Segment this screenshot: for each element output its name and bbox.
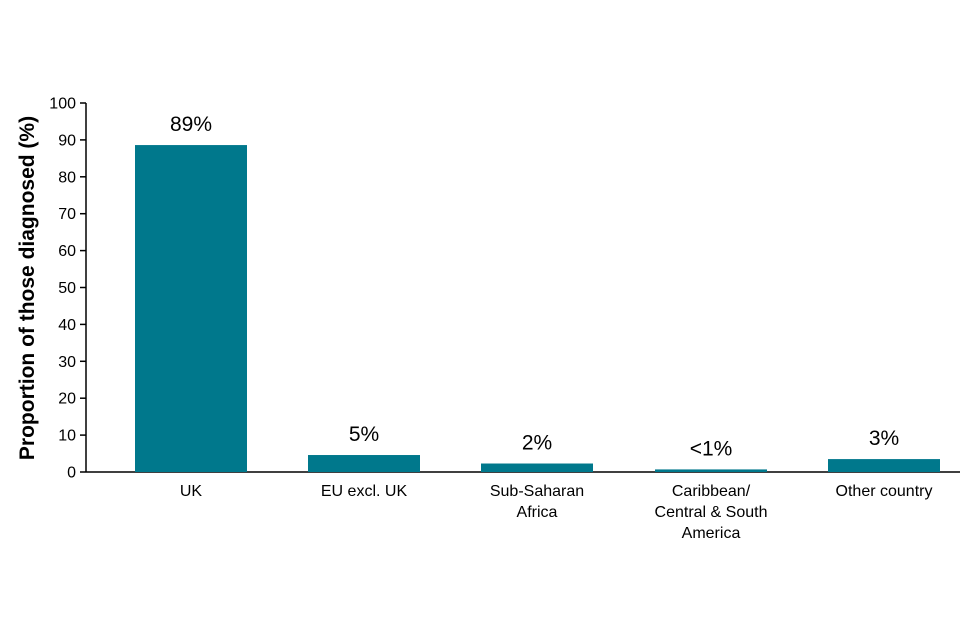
y-tick-label: 30 xyxy=(58,354,76,371)
x-category-label: America xyxy=(682,525,741,542)
y-axis-title-group: Proportion of those diagnosed (%) xyxy=(16,116,39,460)
bar xyxy=(135,145,247,473)
y-axis-title: Proportion of those diagnosed (%) xyxy=(16,116,39,460)
y-tick-label: 0 xyxy=(67,465,76,482)
bars xyxy=(135,145,940,473)
x-category-label: Africa xyxy=(517,504,558,521)
y-tick-label: 70 xyxy=(58,206,76,223)
y-tick-label: 40 xyxy=(58,317,76,334)
data-label: 89% xyxy=(170,113,212,136)
bar xyxy=(828,459,940,472)
y-tick-label: 10 xyxy=(58,428,76,445)
y-axis: 0 10 20 30 40 50 60 70 80 90 100 xyxy=(49,96,87,482)
bar xyxy=(308,455,420,472)
y-tick-label: 100 xyxy=(49,96,76,113)
y-tick-label: 60 xyxy=(58,243,76,260)
bar xyxy=(481,463,593,472)
y-tick-label: 20 xyxy=(58,391,76,408)
y-tick-label: 80 xyxy=(58,169,76,186)
data-label: 5% xyxy=(349,423,379,446)
y-tick-label: 50 xyxy=(58,280,76,297)
x-category-label: UK xyxy=(180,483,203,500)
x-category-label: Other country xyxy=(836,483,933,500)
x-category-label: Central & South xyxy=(655,504,768,521)
category-labels: UK EU excl. UK Sub-Saharan Africa Caribbean/… xyxy=(180,483,933,542)
x-category-label: EU excl. UK xyxy=(321,483,408,500)
y-tick-label: 90 xyxy=(58,132,76,149)
bar xyxy=(655,469,767,472)
x-category-label: Sub-Saharan xyxy=(490,483,584,500)
data-label: 2% xyxy=(522,432,552,455)
data-label: 3% xyxy=(869,427,899,450)
x-category-label: Caribbean/ xyxy=(672,483,751,500)
data-label: <1% xyxy=(690,437,733,460)
data-labels: 89% 5% 2% <1% 3% xyxy=(170,113,899,460)
